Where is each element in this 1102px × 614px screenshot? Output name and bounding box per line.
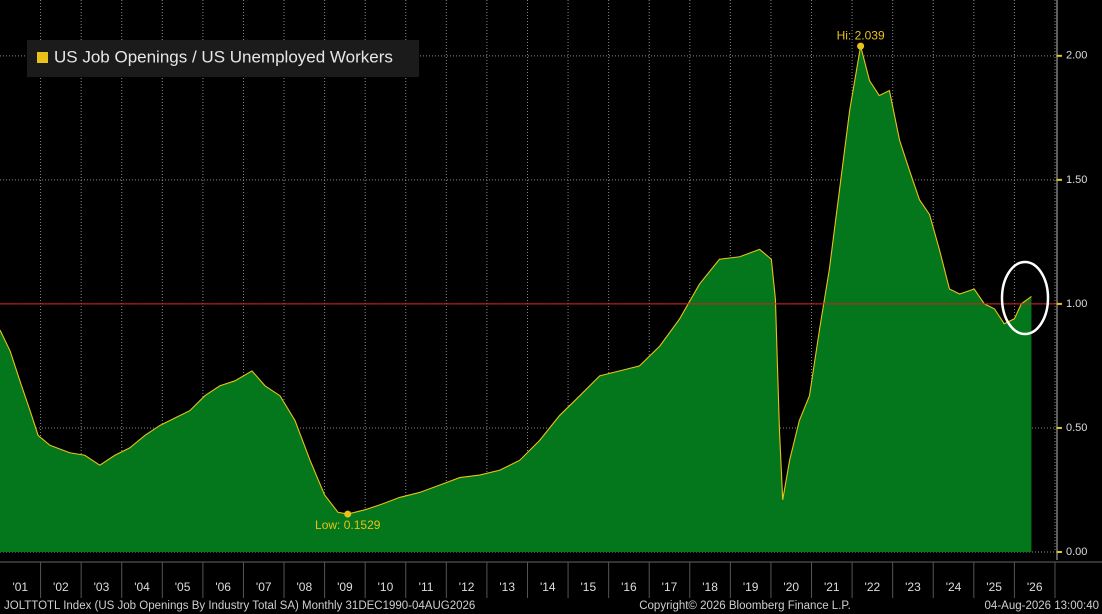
x-tick-label: '20 — [783, 580, 799, 594]
x-tick-label: '04 — [134, 580, 150, 594]
x-tick-label: '11 — [419, 580, 434, 594]
x-tick-label: '06 — [215, 580, 231, 594]
x-tick-label: '18 — [702, 580, 718, 594]
footer-timestamp: 04-Aug-2026 13:00:40 — [985, 600, 1099, 612]
x-tick-label: '10 — [378, 580, 394, 594]
x-tick-label: '26 — [1027, 580, 1043, 594]
footer-copyright: Copyright© 2026 Bloomberg Finance L.P. — [639, 600, 851, 612]
plot-area: Hi: 2.039 Low: 0.1529 — [0, 0, 1057, 553]
series-line — [0, 46, 1032, 515]
x-tick-label: '13 — [499, 580, 515, 594]
x-tick-label: '14 — [540, 580, 556, 594]
x-tick-label: '19 — [743, 580, 759, 594]
y-tick-label: 2.00 — [1066, 50, 1087, 62]
legend-swatch — [37, 52, 48, 63]
x-tick-label: '08 — [296, 580, 312, 594]
area-fill — [0, 46, 1032, 553]
footer-source: JOLTTOTL Index (US Job Openings By Indus… — [4, 600, 475, 612]
x-tick-label: '05 — [175, 580, 191, 594]
y-tick-label: 0.00 — [1066, 546, 1087, 558]
x-tick-label: '09 — [337, 580, 353, 594]
annotation-label: Low: 0.1529 — [315, 518, 381, 532]
legend-label: US Job Openings / US Unemployed Workers — [54, 47, 393, 66]
annotation-marker — [857, 42, 865, 50]
x-tick-label: '17 — [662, 580, 678, 594]
y-tick-label: 1.50 — [1066, 174, 1087, 186]
highlight-ellipse — [1000, 260, 1050, 336]
annotation-label: Hi: 2.039 — [837, 28, 885, 42]
x-tick-label: '22 — [865, 580, 881, 594]
x-tick-label: '15 — [581, 580, 597, 594]
x-tick-label: '25 — [986, 580, 1002, 594]
x-tick-label: '21 — [824, 580, 840, 594]
x-tick-label: '01 — [12, 580, 28, 594]
x-tick-label: '07 — [256, 580, 272, 594]
legend-box — [27, 40, 419, 77]
x-tick-label: '02 — [53, 580, 69, 594]
x-tick-label: '23 — [905, 580, 921, 594]
annotation-marker — [344, 510, 352, 518]
y-tick-label: 1.00 — [1066, 298, 1087, 310]
y-tick-label: 0.50 — [1066, 422, 1087, 434]
x-tick-label: '16 — [621, 580, 637, 594]
x-tick-label: '03 — [94, 580, 110, 594]
x-tick-label: '24 — [946, 580, 962, 594]
x-tick-label: '12 — [459, 580, 475, 594]
